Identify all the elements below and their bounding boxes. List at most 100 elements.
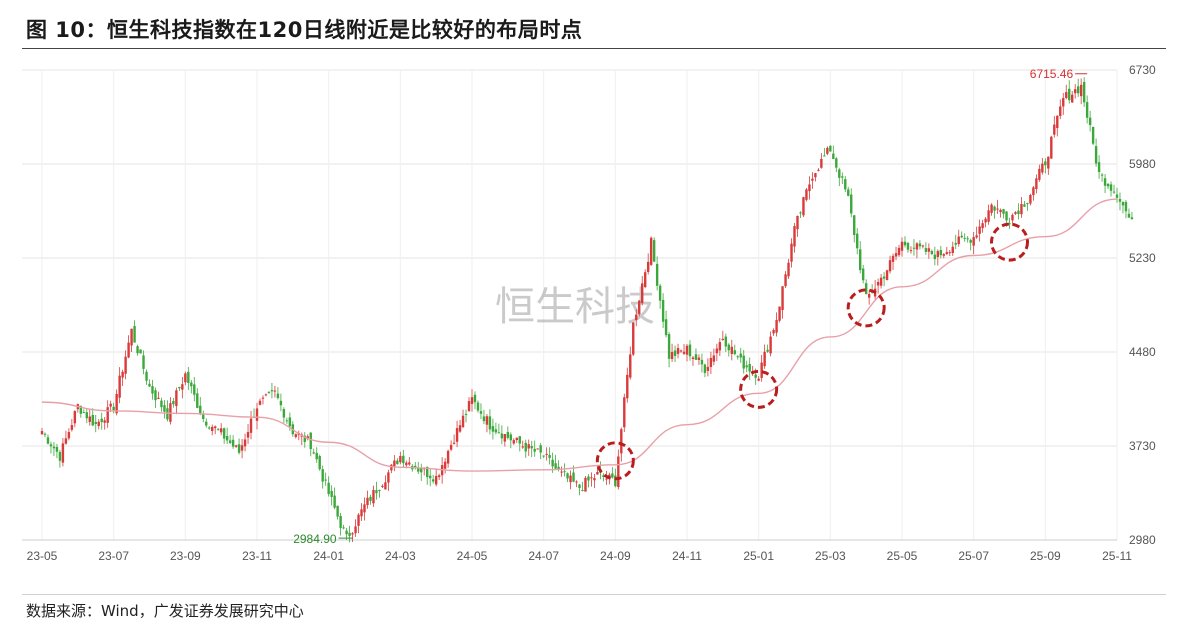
candle-body (754, 374, 757, 378)
candle-body (258, 400, 262, 405)
candle-body (1011, 214, 1014, 221)
candle-body (279, 400, 283, 406)
x-tick-label: 23-05 (27, 549, 58, 563)
candle-body (876, 282, 880, 286)
candle-body (1100, 174, 1104, 176)
candle-body (715, 348, 719, 354)
candle-body (1038, 168, 1041, 180)
x-tick-label: 25-07 (958, 549, 989, 563)
candle-body (157, 397, 160, 399)
candle-body (1044, 161, 1047, 166)
candle-body (993, 206, 996, 211)
candle-body (655, 263, 659, 286)
candle-body (172, 400, 175, 405)
candle-body (879, 277, 883, 286)
candle-body (58, 452, 62, 461)
candle-body (539, 445, 542, 453)
candle-body (449, 444, 453, 450)
candle-body (282, 409, 286, 418)
candle-body (984, 218, 987, 223)
candle-body (847, 189, 850, 196)
candle-body (933, 254, 937, 260)
candle-body (303, 435, 306, 442)
candle-body (88, 416, 91, 422)
candle-body (763, 351, 766, 367)
candle-body (285, 420, 289, 422)
candle-body (434, 475, 438, 485)
candle-body (115, 393, 118, 414)
candle-body (55, 447, 59, 452)
candle-body (339, 515, 342, 528)
candle-body (193, 384, 196, 395)
candle-body (632, 322, 635, 355)
candle-body (52, 446, 56, 449)
candle-body (121, 371, 124, 378)
candle-body (1088, 117, 1092, 126)
candle-body (1082, 82, 1086, 103)
candle-body (130, 328, 133, 346)
candle-body (190, 382, 193, 387)
candle-body (805, 189, 808, 200)
candle-body (509, 434, 513, 441)
candle-body (638, 300, 641, 314)
candle-body (375, 490, 378, 494)
candle-body (820, 158, 823, 168)
candle-body (485, 416, 489, 425)
candle-body (700, 359, 704, 365)
candle-body (1014, 212, 1017, 214)
candle-body (521, 446, 524, 448)
candle-body (629, 354, 632, 378)
candle-body (518, 436, 521, 444)
candle-body (856, 233, 859, 249)
x-axis-ticks: 23-05 23-07 23-09 23-11 24-01 24-03 24-05 24-07… (27, 549, 1133, 563)
x-tick-label: 23-07 (98, 549, 129, 563)
candle-body (748, 364, 751, 372)
candle-body (342, 527, 345, 529)
candle-body (808, 184, 811, 192)
candle-body (405, 462, 408, 466)
candle-body (106, 407, 109, 423)
candle-body (990, 204, 993, 213)
candle-body (1035, 178, 1038, 190)
x-tick-label: 25-09 (1030, 549, 1061, 563)
x-tick-label: 24-05 (457, 549, 488, 563)
candle-body (103, 420, 106, 423)
candle-body (500, 433, 504, 439)
layout-point-circle (846, 288, 886, 328)
candle-body (939, 250, 943, 256)
candle-body (626, 374, 629, 399)
candle-body (1094, 146, 1098, 164)
candle-body (327, 482, 330, 495)
candle-body (652, 240, 656, 262)
candle-body (557, 466, 560, 470)
candle-body (772, 330, 775, 334)
candle-body (1041, 163, 1044, 173)
candle-body (572, 472, 575, 482)
candle-body (270, 390, 274, 392)
candle-body (225, 436, 229, 441)
candle-body (614, 475, 617, 487)
candle-body (778, 306, 781, 321)
candle-body (900, 241, 904, 251)
candle-body (799, 212, 802, 214)
candle-body (488, 416, 492, 430)
low-label: 2984.90 (293, 532, 337, 546)
layout-point-circle (990, 222, 1029, 262)
candle-body (882, 276, 886, 279)
candle-body (724, 336, 728, 347)
candle-body (208, 427, 211, 429)
candle-body (1029, 195, 1032, 204)
candle-body (136, 346, 139, 354)
candle-body (924, 248, 928, 252)
candle-body (978, 226, 981, 234)
candle-body (635, 314, 638, 320)
x-tick-label: 25-01 (743, 549, 774, 563)
candle-body (428, 475, 432, 479)
candle-body (1005, 211, 1008, 221)
candle-body (838, 169, 841, 178)
candle-body (506, 431, 510, 438)
layout-point-circle (739, 369, 779, 409)
candle-body (545, 453, 548, 455)
candle-body (769, 336, 772, 354)
candle-body (497, 432, 501, 434)
